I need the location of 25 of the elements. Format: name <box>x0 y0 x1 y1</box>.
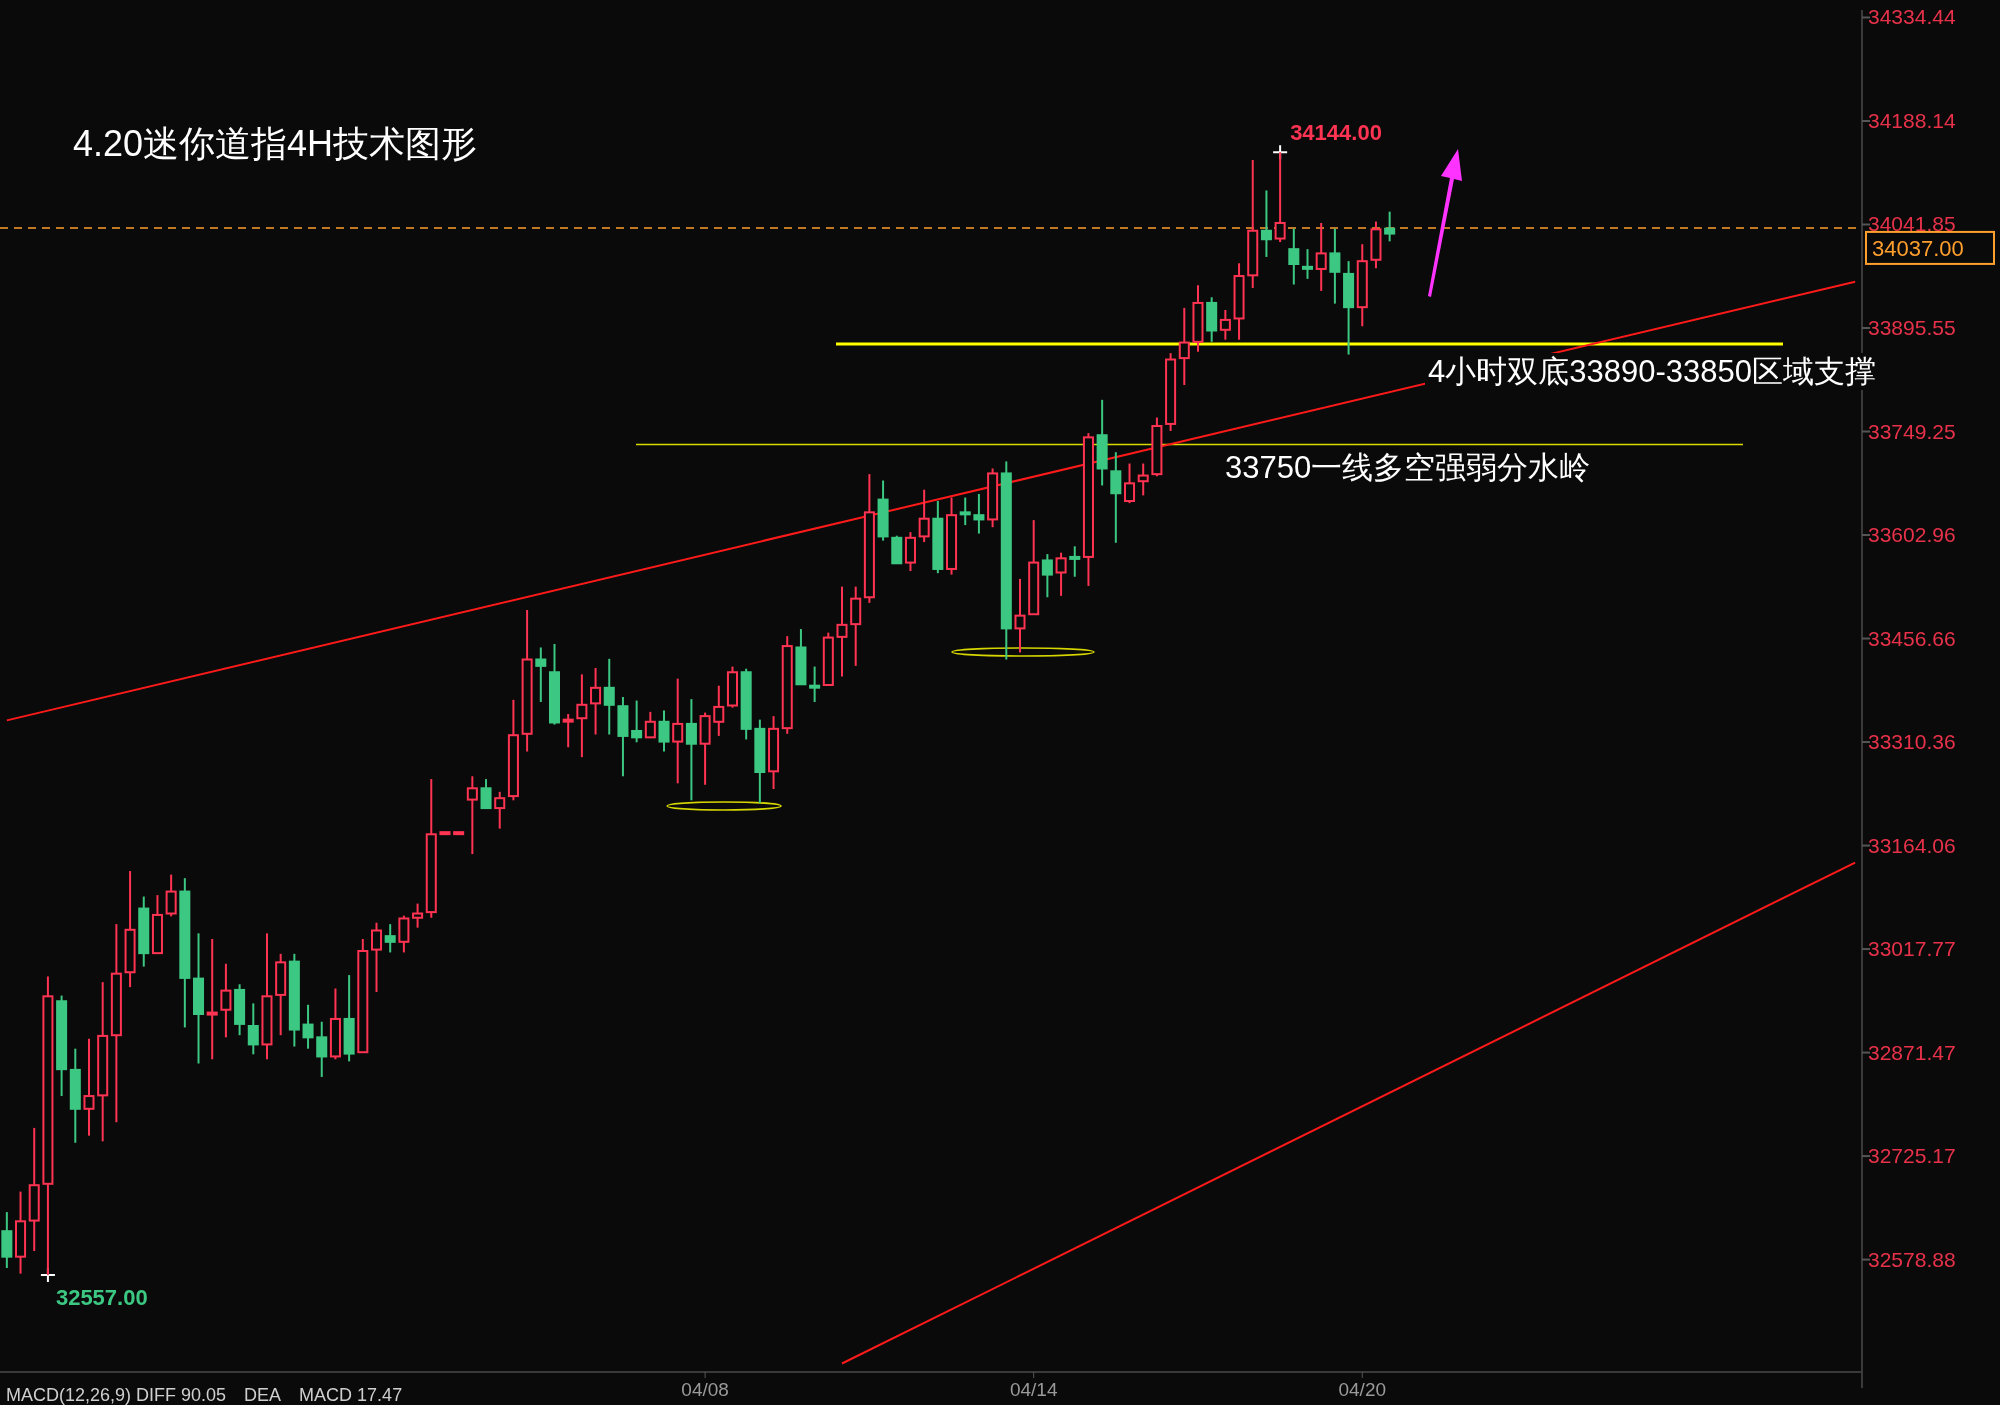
x-tick-label: 04/08 <box>681 1379 729 1400</box>
ref-line-label: 4小时双底33890-33850区域支撑 <box>1428 353 1876 389</box>
y-tick-label: 32871.47 <box>1868 1040 1956 1064</box>
text: MACD 17.47 <box>299 1385 403 1405</box>
annotation: 34144.00 <box>1290 120 1382 146</box>
y-tick-label: 34334.44 <box>1868 5 1956 29</box>
ref-line-label: 33750一线多空强弱分水岭 <box>1225 450 1591 486</box>
text: 4.20迷你道指4H技术图形 <box>73 123 478 164</box>
annotation: 32557.00 <box>55 1285 148 1311</box>
y-tick-label: 33017.77 <box>1868 937 1956 961</box>
x-tick-label: 04/20 <box>1338 1379 1387 1400</box>
y-tick-label: 33310.36 <box>1868 730 1956 754</box>
y-tick-label: 34041.85 <box>1868 212 1956 236</box>
y-tick-label: 33164.06 <box>1868 833 1956 857</box>
x-tick-label: 04/14 <box>1009 1379 1058 1400</box>
y-tick-label: 33602.96 <box>1868 523 1956 547</box>
y-tick-label: 33749.25 <box>1868 419 1956 443</box>
ref-line-label: 34037.00 <box>1872 235 1964 261</box>
y-tick-label: 32725.17 <box>1868 1144 1956 1168</box>
text: DEA <box>244 1385 282 1405</box>
y-tick-label: 33895.55 <box>1868 316 1956 339</box>
y-tick-label: 33456.66 <box>1868 626 1956 650</box>
y-tick-label: 32578.88 <box>1868 1247 1956 1271</box>
y-tick-label: 34188.14 <box>1868 108 1956 132</box>
text: MACD(12,26,9) DIFF 90.05 <box>6 1385 227 1405</box>
